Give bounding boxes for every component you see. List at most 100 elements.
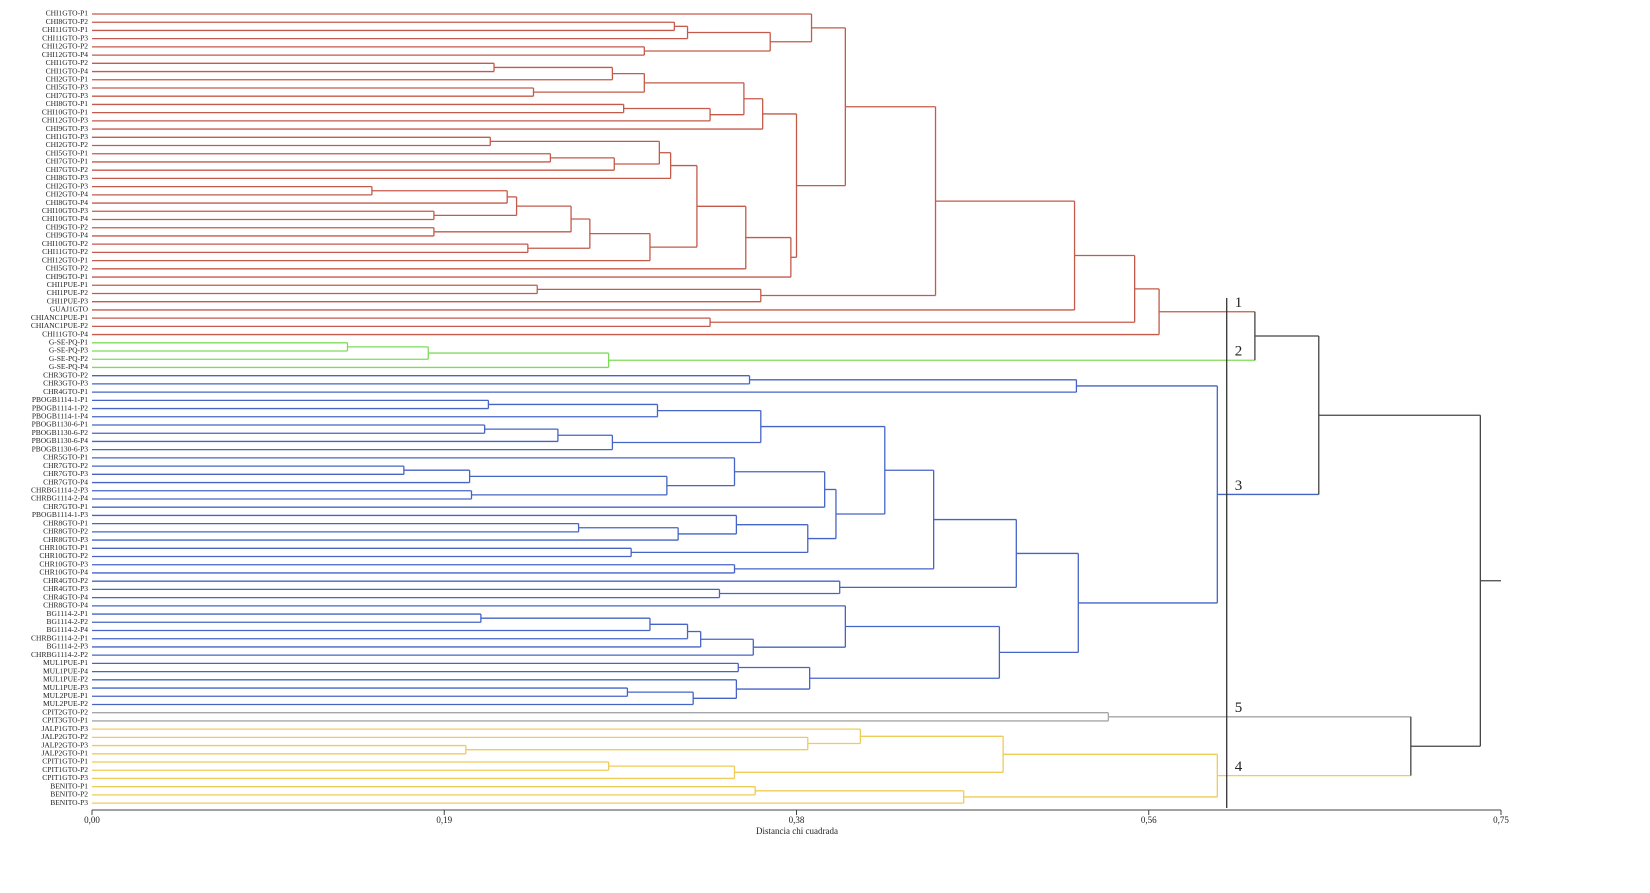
leaf-label: CHI1GTO-P3 (46, 132, 89, 141)
leaf-label: CHI1PUE-P3 (47, 296, 89, 305)
leaf-label: CPIT2GTO-P2 (42, 707, 88, 716)
leaf-label: MUL2PUE-P2 (43, 699, 88, 708)
leaf-label: CHI10GTO-P1 (42, 107, 88, 116)
leaf-label: CHRBG1114-2-P1 (31, 633, 88, 642)
leaf-label: GUAJ1GTO (50, 305, 89, 314)
x-tick-label: 0,19 (436, 815, 452, 825)
cluster-label: 4 (1235, 759, 1243, 775)
leaf-label: PBOGB1130-6-P3 (32, 444, 89, 453)
leaf-label: CHI11GTO-P1 (42, 25, 88, 34)
leaf-label: CHI1GTO-P1 (46, 9, 89, 18)
leaf-label: CHR5GTO-P1 (43, 453, 88, 462)
leaf-label: BG1114-2-P3 (46, 642, 88, 651)
leaf-label: CPIT3GTO-P1 (42, 716, 88, 725)
leaf-label: CHR8GTO-P1 (43, 518, 88, 527)
leaf-label: CHR3GTO-P2 (43, 370, 88, 379)
leaf-label: CHR4GTO-P3 (43, 584, 88, 593)
leaf-label: MUL1PUE-P4 (43, 666, 88, 675)
leaf-label: CHI12GTO-P3 (42, 116, 88, 125)
leaf-label: CHI11GTO-P3 (42, 33, 88, 42)
leaf-label: CHI2GTO-P1 (46, 74, 89, 83)
leaf-label: G-SE-PQ-P3 (49, 346, 88, 355)
leaf-label: CHR4GTO-P2 (43, 576, 88, 585)
leaf-label: MUL1PUE-P2 (43, 675, 88, 684)
leaf-label: CHR8GTO-P4 (43, 601, 88, 610)
leaf-label: CHI8GTO-P3 (46, 173, 89, 182)
leaf-label: CHI7GTO-P3 (46, 91, 89, 100)
leaf-label: MUL2PUE-P1 (43, 691, 88, 700)
leaf-label: PBOGB1114-1-P3 (32, 510, 88, 519)
leaf-label: CHI11GTO-P4 (42, 329, 88, 338)
leaf-label: PBOGB1130-6-P2 (32, 428, 89, 437)
leaf-label: CHI12GTO-P4 (42, 50, 88, 59)
x-tick-label: 0,56 (1141, 815, 1157, 825)
leaf-label: CHI5GTO-P1 (46, 148, 89, 157)
leaf-label: BENITO-P2 (50, 790, 88, 799)
leaf-label: PBOGB1114-1-P4 (32, 411, 88, 420)
leaf-label: MUL1PUE-P1 (43, 658, 88, 667)
leaf-label: CHR7GTO-P4 (43, 477, 88, 486)
leaf-label: CHI9GTO-P4 (46, 231, 89, 240)
leaf-label: BENITO-P3 (50, 798, 88, 807)
leaf-label: CHI10GTO-P2 (42, 239, 88, 248)
x-axis-label: Distancia chi cuadrada (756, 826, 838, 836)
leaf-label: CHI9GTO-P2 (46, 222, 89, 231)
leaf-label: CHI10GTO-P3 (42, 206, 88, 215)
leaf-label: G-SE-PQ-P1 (49, 338, 88, 347)
leaf-label: PBOGB1114-1-P2 (32, 403, 88, 412)
leaf-label: CHI11GTO-P2 (42, 247, 88, 256)
leaf-label: CHR7GTO-P2 (43, 461, 88, 470)
leaf-label: CHRBG1114-2-P4 (31, 494, 88, 503)
leaf-label: CHRBG1114-2-P2 (31, 650, 88, 659)
leaf-label: CHR7GTO-P3 (43, 469, 88, 478)
leaf-label: CHIANC1PUE-P2 (31, 321, 88, 330)
leaf-label: CHR3GTO-P3 (43, 379, 88, 388)
cluster-label: 1 (1235, 295, 1243, 311)
leaf-label: CHI7GTO-P2 (46, 165, 89, 174)
x-tick-label: 0,00 (84, 815, 100, 825)
leaf-label: MUL1PUE-P3 (43, 683, 88, 692)
leaf-label: CHI8GTO-P2 (46, 17, 89, 26)
leaf-label: CPIT1GTO-P3 (42, 773, 88, 782)
leaf-label: BG1114-2-P1 (46, 609, 88, 618)
leaf-label: G-SE-PQ-P4 (49, 362, 88, 371)
leaf-label: CHI1PUE-P2 (47, 288, 89, 297)
leaf-label: JALP2GTO-P1 (41, 749, 88, 758)
leaf-label: CHI1GTO-P2 (46, 58, 89, 67)
leaf-label: CPIT1GTO-P2 (42, 765, 88, 774)
leaf-label: CHI2GTO-P3 (46, 181, 89, 190)
cluster-label: 3 (1235, 478, 1243, 494)
leaf-label: CHI9GTO-P3 (46, 124, 89, 133)
x-tick-label: 0,38 (789, 815, 805, 825)
leaf-label: CHR10GTO-P3 (39, 559, 88, 568)
leaf-label: CHI2GTO-P2 (46, 140, 89, 149)
leaf-label: CHI12GTO-P1 (42, 255, 88, 264)
leaf-label: CHI12GTO-P2 (42, 42, 88, 51)
leaf-label: CHR7GTO-P1 (43, 502, 88, 511)
leaf-label: CHIANC1PUE-P1 (31, 313, 88, 322)
leaf-label: CHI1GTO-P4 (46, 66, 89, 75)
leaf-label: CHI8GTO-P1 (46, 99, 89, 108)
leaf-label: CHI9GTO-P1 (46, 272, 89, 281)
leaf-label: CHR10GTO-P1 (39, 543, 88, 552)
leaf-label: PBOGB1130-6-P4 (32, 436, 89, 445)
leaf-label: BENITO-P1 (50, 781, 88, 790)
leaf-label: JALP2GTO-P2 (41, 732, 88, 741)
leaf-label: JALP1GTO-P3 (41, 724, 88, 733)
leaf-label: CHI10GTO-P4 (42, 214, 88, 223)
leaf-label: PBOGB1114-1-P1 (32, 395, 88, 404)
leaf-label: JALP2GTO-P3 (41, 740, 88, 749)
leaf-label: CHR4GTO-P1 (43, 387, 88, 396)
leaf-label: CHR10GTO-P2 (39, 551, 88, 560)
leaf-label: CHR4GTO-P4 (43, 592, 88, 601)
leaf-label: CHI5GTO-P3 (46, 83, 89, 92)
leaf-label: CHI8GTO-P4 (46, 198, 89, 207)
leaf-label: CHI7GTO-P1 (46, 157, 89, 166)
leaf-label: CHRBG1114-2-P3 (31, 485, 88, 494)
leaf-label: CHI2GTO-P4 (46, 190, 89, 199)
leaf-label: CPIT1GTO-P1 (42, 757, 88, 766)
leaf-label: CHR8GTO-P3 (43, 535, 88, 544)
leaf-label: PBOGB1130-6-P1 (32, 420, 89, 429)
x-tick-label: 0,75 (1493, 815, 1509, 825)
